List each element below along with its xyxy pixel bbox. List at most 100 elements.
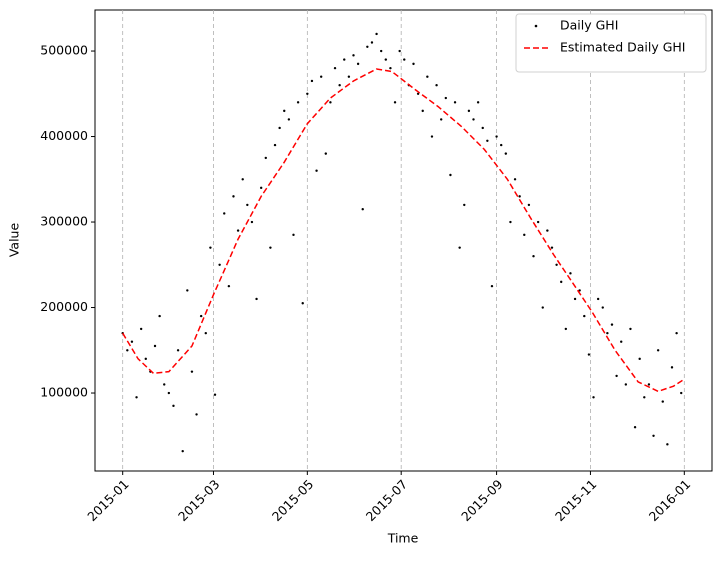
scatter-point [273, 143, 277, 147]
scatter-point [139, 327, 143, 331]
scatter-point [675, 331, 678, 335]
scatter-point [633, 426, 637, 429]
scatter-point [236, 229, 240, 232]
scatter-point [135, 396, 138, 399]
scatter-point [343, 58, 346, 61]
scatter-point [255, 297, 258, 301]
scatter-point [204, 331, 207, 335]
scatter-point [610, 323, 614, 326]
scatter-point [638, 357, 641, 361]
scatter-point [495, 135, 498, 138]
scatter-point [527, 203, 531, 207]
scatter-point [292, 233, 295, 237]
scatter-point [379, 49, 383, 53]
x-tick-label: 2015-11 [552, 477, 600, 525]
legend: Daily GHI Estimated Daily GHI [515, 13, 707, 73]
legend-label: Estimated Daily GHI [560, 40, 686, 55]
plot-frame [94, 9, 713, 472]
scatter-point [546, 229, 549, 232]
scatter-point [278, 126, 281, 130]
scatter-point [338, 84, 341, 87]
scatter-point [416, 92, 420, 95]
scatter-point [656, 349, 660, 352]
scatter-point [264, 156, 267, 160]
scatter-point [329, 101, 332, 104]
scatter-point [176, 349, 180, 352]
scatter-point [541, 306, 544, 309]
scatter-point [181, 449, 184, 453]
scatter-point [361, 208, 364, 211]
scatter-point [398, 49, 401, 53]
scatter-point [218, 263, 221, 266]
scatter-point [518, 195, 521, 198]
line [122, 68, 684, 393]
scatter-point [624, 383, 628, 386]
scatter-point [126, 349, 129, 352]
scatter-point [587, 353, 591, 356]
scatter-point [560, 280, 563, 284]
scatter-point [430, 135, 434, 138]
scatter-point [670, 366, 674, 369]
scatter-point [190, 370, 194, 373]
scatter-point [453, 101, 457, 104]
scatter-point [680, 391, 683, 395]
legend-box [515, 13, 707, 73]
x-tick-label: 2016-01 [646, 477, 694, 525]
x-tick-label: 2015-03 [175, 477, 223, 525]
scatter-point [421, 109, 424, 113]
y-tick-label: 200000 [40, 299, 88, 314]
scatter-point [259, 186, 263, 190]
scatter-point [583, 314, 586, 318]
scatter-point [301, 302, 304, 305]
scatter-point [569, 272, 572, 275]
x-tick-label: 2015-01 [84, 477, 132, 525]
scatter-point [592, 396, 595, 399]
scatter-point [601, 306, 604, 309]
scatter-point [223, 212, 226, 215]
scatter-point [652, 434, 655, 437]
scatter-point [315, 169, 318, 172]
scatter-point [573, 297, 577, 301]
scatter-point [144, 357, 147, 361]
scatter-point [467, 109, 471, 113]
scatter-point [333, 66, 337, 70]
y-tick-label: 400000 [40, 128, 88, 143]
scatter-point [426, 75, 429, 78]
scatter-point [435, 84, 438, 87]
x-tick-label: 2015-09 [458, 476, 506, 524]
scatter-point [513, 178, 517, 181]
scatter-point [167, 391, 171, 395]
scatter-point [486, 139, 489, 143]
scatter-point [366, 45, 369, 48]
scatter-point [172, 404, 175, 408]
scatter-point [296, 101, 300, 104]
scatter-point [606, 331, 609, 335]
scatter-point [195, 413, 198, 416]
scatter-point [449, 173, 452, 177]
scatter-point [403, 58, 406, 61]
scatter-point [550, 246, 554, 249]
y-axis-label: Value [7, 223, 22, 258]
scatter-point [523, 233, 526, 237]
scatter-point [389, 66, 392, 70]
legend-label: Daily GHI [560, 18, 618, 33]
y-tick-label: 300000 [40, 214, 88, 229]
scatter-point [306, 92, 309, 95]
scatter-point [163, 383, 166, 386]
y-tick-label: 100000 [40, 385, 88, 400]
scatter-point [241, 178, 244, 181]
scatter-point [393, 101, 397, 104]
scatter-point [232, 195, 235, 198]
scatter-point [227, 284, 231, 288]
scatter-point [578, 289, 581, 292]
scatter-point [596, 297, 600, 301]
scatter-point [199, 314, 203, 318]
scatter-point [356, 62, 360, 66]
scatter-point [532, 255, 535, 258]
x-tick-label: 2015-07 [363, 477, 411, 525]
scatter-point [458, 246, 461, 249]
scatter-point [352, 54, 355, 57]
scatter-point [444, 96, 448, 100]
scatter-point [246, 203, 249, 207]
